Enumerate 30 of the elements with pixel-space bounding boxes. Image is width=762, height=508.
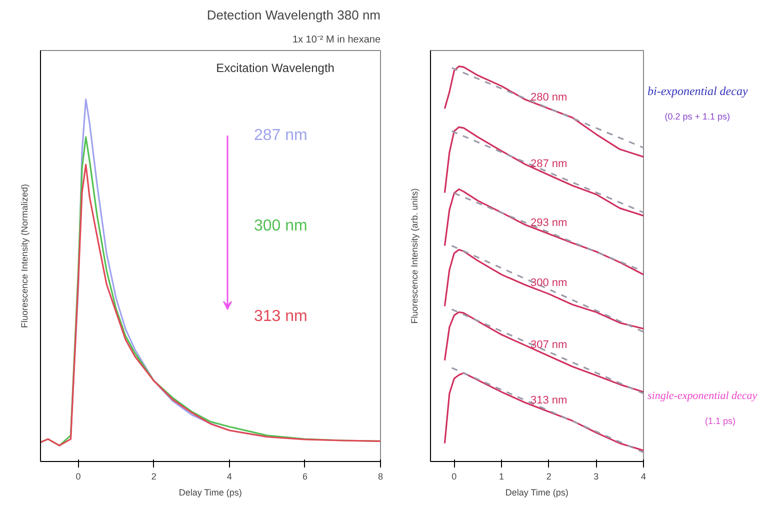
text: single-exponential decay	[648, 390, 758, 402]
text: (0.2 ps + 1.1 ps)	[664, 112, 730, 122]
x-tick-label: 0	[76, 472, 81, 482]
x-tick-label: 3	[594, 472, 599, 482]
x-axis-title: Delay Time (ps)	[505, 488, 568, 498]
text: 300 nm	[254, 218, 308, 235]
x-tick-label: 6	[302, 472, 308, 482]
chart-title: Detection Wavelength 380 nm	[206, 8, 380, 22]
series-label: 300 nm	[530, 276, 568, 289]
text: bi-exponential decay	[648, 84, 748, 98]
x-tick-label: 2	[151, 472, 156, 482]
series-label: 313 nm	[530, 394, 568, 407]
text: 313 nm	[254, 308, 308, 326]
x-tick-label: 8	[378, 472, 384, 482]
text: 287 nm	[254, 127, 308, 144]
chart-subtitle: 1x 10⁻² M in hexane	[292, 34, 381, 46]
series-label: 287 nm	[530, 158, 568, 170]
series-label: 307 nm	[530, 338, 568, 351]
series-label: 293 nm	[530, 216, 568, 229]
y-axis-title: Fluorescence Intensity (arb. units)	[410, 188, 420, 324]
x-tick-label: 1	[498, 472, 504, 482]
x-tick-label: 2	[546, 472, 552, 482]
y-axis-title: Fluorescence Intensity (Normalized)	[20, 184, 30, 328]
x-tick-label: 0	[452, 472, 457, 482]
series-label: 280 nm	[530, 92, 568, 104]
text: (1.1 ps)	[705, 416, 736, 426]
legend-title: Excitation Wavelength	[216, 61, 334, 76]
x-tick-label: 4	[226, 472, 232, 482]
x-axis-title: Delay Time (ps)	[178, 488, 242, 498]
x-tick-label: 4	[640, 472, 646, 482]
